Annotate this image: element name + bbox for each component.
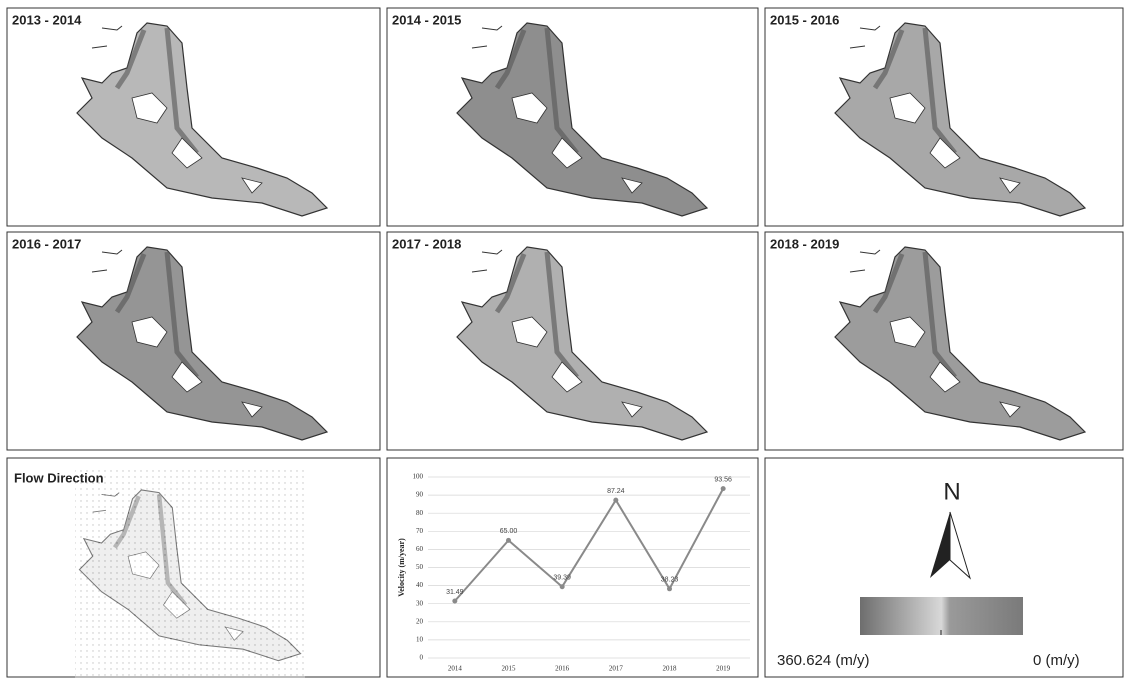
value-label: 39.39 bbox=[553, 575, 571, 582]
y-tick-label: 90 bbox=[416, 491, 424, 499]
map-title: 2013 - 2014 bbox=[12, 12, 82, 27]
map-panels: 2013 - 2014 2014 - 2015 2015 - 2016 2016 - … bbox=[7, 8, 1123, 450]
y-tick-label: 100 bbox=[413, 473, 424, 481]
flow-title: Flow Direction bbox=[14, 470, 104, 485]
value-label: 65.00 bbox=[500, 528, 518, 535]
data-point bbox=[667, 586, 672, 591]
north-label: N bbox=[943, 478, 960, 505]
map-title: 2017 - 2018 bbox=[392, 236, 461, 251]
map-title: 2015 - 2016 bbox=[770, 12, 839, 27]
y-tick-label: 70 bbox=[416, 527, 424, 535]
y-tick-label: 20 bbox=[416, 617, 424, 625]
color-ramp bbox=[860, 597, 1023, 635]
x-tick-label: 2019 bbox=[716, 665, 731, 673]
data-point bbox=[452, 599, 457, 604]
y-tick-label: 0 bbox=[420, 654, 424, 662]
data-point bbox=[506, 538, 511, 543]
x-tick-label: 2018 bbox=[663, 665, 678, 673]
map-title: 2014 - 2015 bbox=[392, 12, 461, 27]
x-tick-label: 2017 bbox=[609, 665, 624, 673]
y-tick-label: 80 bbox=[416, 509, 424, 517]
legend-min: 0 (m/y) bbox=[1033, 652, 1080, 669]
map-title: 2018 - 2019 bbox=[770, 236, 839, 251]
map-title: 2016 - 2017 bbox=[12, 236, 81, 251]
x-tick-label: 2016 bbox=[555, 665, 570, 673]
data-point bbox=[613, 498, 618, 503]
y-axis-label: Velocity (m/year) bbox=[397, 538, 406, 597]
legend-max: 360.624 (m/y) bbox=[777, 652, 870, 669]
value-label: 93.56 bbox=[714, 477, 732, 484]
flow-arrows bbox=[75, 470, 305, 678]
y-tick-label: 30 bbox=[416, 599, 424, 607]
value-label: 38.23 bbox=[661, 577, 679, 584]
x-tick-label: 2015 bbox=[502, 665, 517, 673]
value-label: 31.49 bbox=[446, 589, 464, 596]
x-tick-label: 2014 bbox=[448, 665, 463, 673]
y-tick-label: 60 bbox=[416, 545, 424, 553]
figure: 2013 - 2014 2014 - 2015 2015 - 2016 2016 - … bbox=[0, 0, 1128, 678]
value-label: 87.24 bbox=[607, 488, 625, 495]
y-tick-label: 50 bbox=[416, 563, 424, 571]
data-point bbox=[560, 584, 565, 589]
y-tick-label: 10 bbox=[416, 636, 424, 644]
y-tick-label: 40 bbox=[416, 581, 424, 589]
data-point bbox=[721, 486, 726, 491]
